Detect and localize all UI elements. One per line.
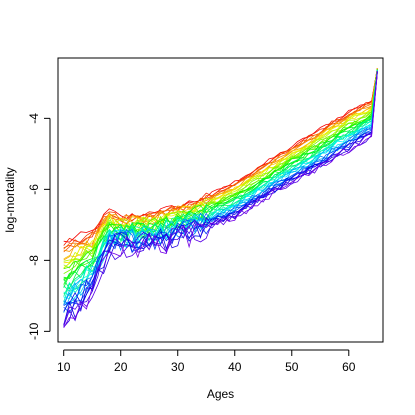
series-line-34 [63,71,378,307]
series-group [63,67,378,328]
series-line-29 [63,70,378,305]
series-line-33 [63,71,378,314]
series-line-12 [63,70,378,262]
y-tick-label: -10 [27,322,41,340]
x-tick-label: 20 [114,360,128,374]
x-tick-label: 60 [342,360,356,374]
series-line-32 [63,71,378,305]
y-axis: -10 -8 -6 -4 [27,113,51,340]
series-line-8 [63,68,378,260]
x-axis: 10 20 30 40 50 60 [57,349,356,374]
series-line-21 [63,69,378,290]
series-line-40 [63,73,378,328]
series-line-14 [63,70,378,274]
series-line-28 [63,72,378,305]
series-line-23 [63,69,378,292]
x-tick-label: 30 [171,360,185,374]
x-tick-label: 50 [285,360,299,374]
series-line-10 [63,70,378,269]
y-tick-label: -6 [27,184,41,195]
series-line-18 [63,69,378,285]
series-line-25 [63,70,378,303]
series-line-24 [63,71,378,297]
x-tick-label: 40 [228,360,242,374]
x-axis-label: Ages [207,387,234,401]
y-tick-label: -4 [27,113,41,124]
y-tick-label: -8 [27,255,41,266]
x-tick-label: 10 [57,360,71,374]
series-line-26 [63,70,378,297]
series-line-36 [63,72,378,319]
series-line-3 [63,69,378,249]
plot-frame [57,57,384,343]
series-line-22 [63,70,378,295]
series-line-27 [63,70,378,300]
y-axis-label: log-mortality [3,167,17,232]
